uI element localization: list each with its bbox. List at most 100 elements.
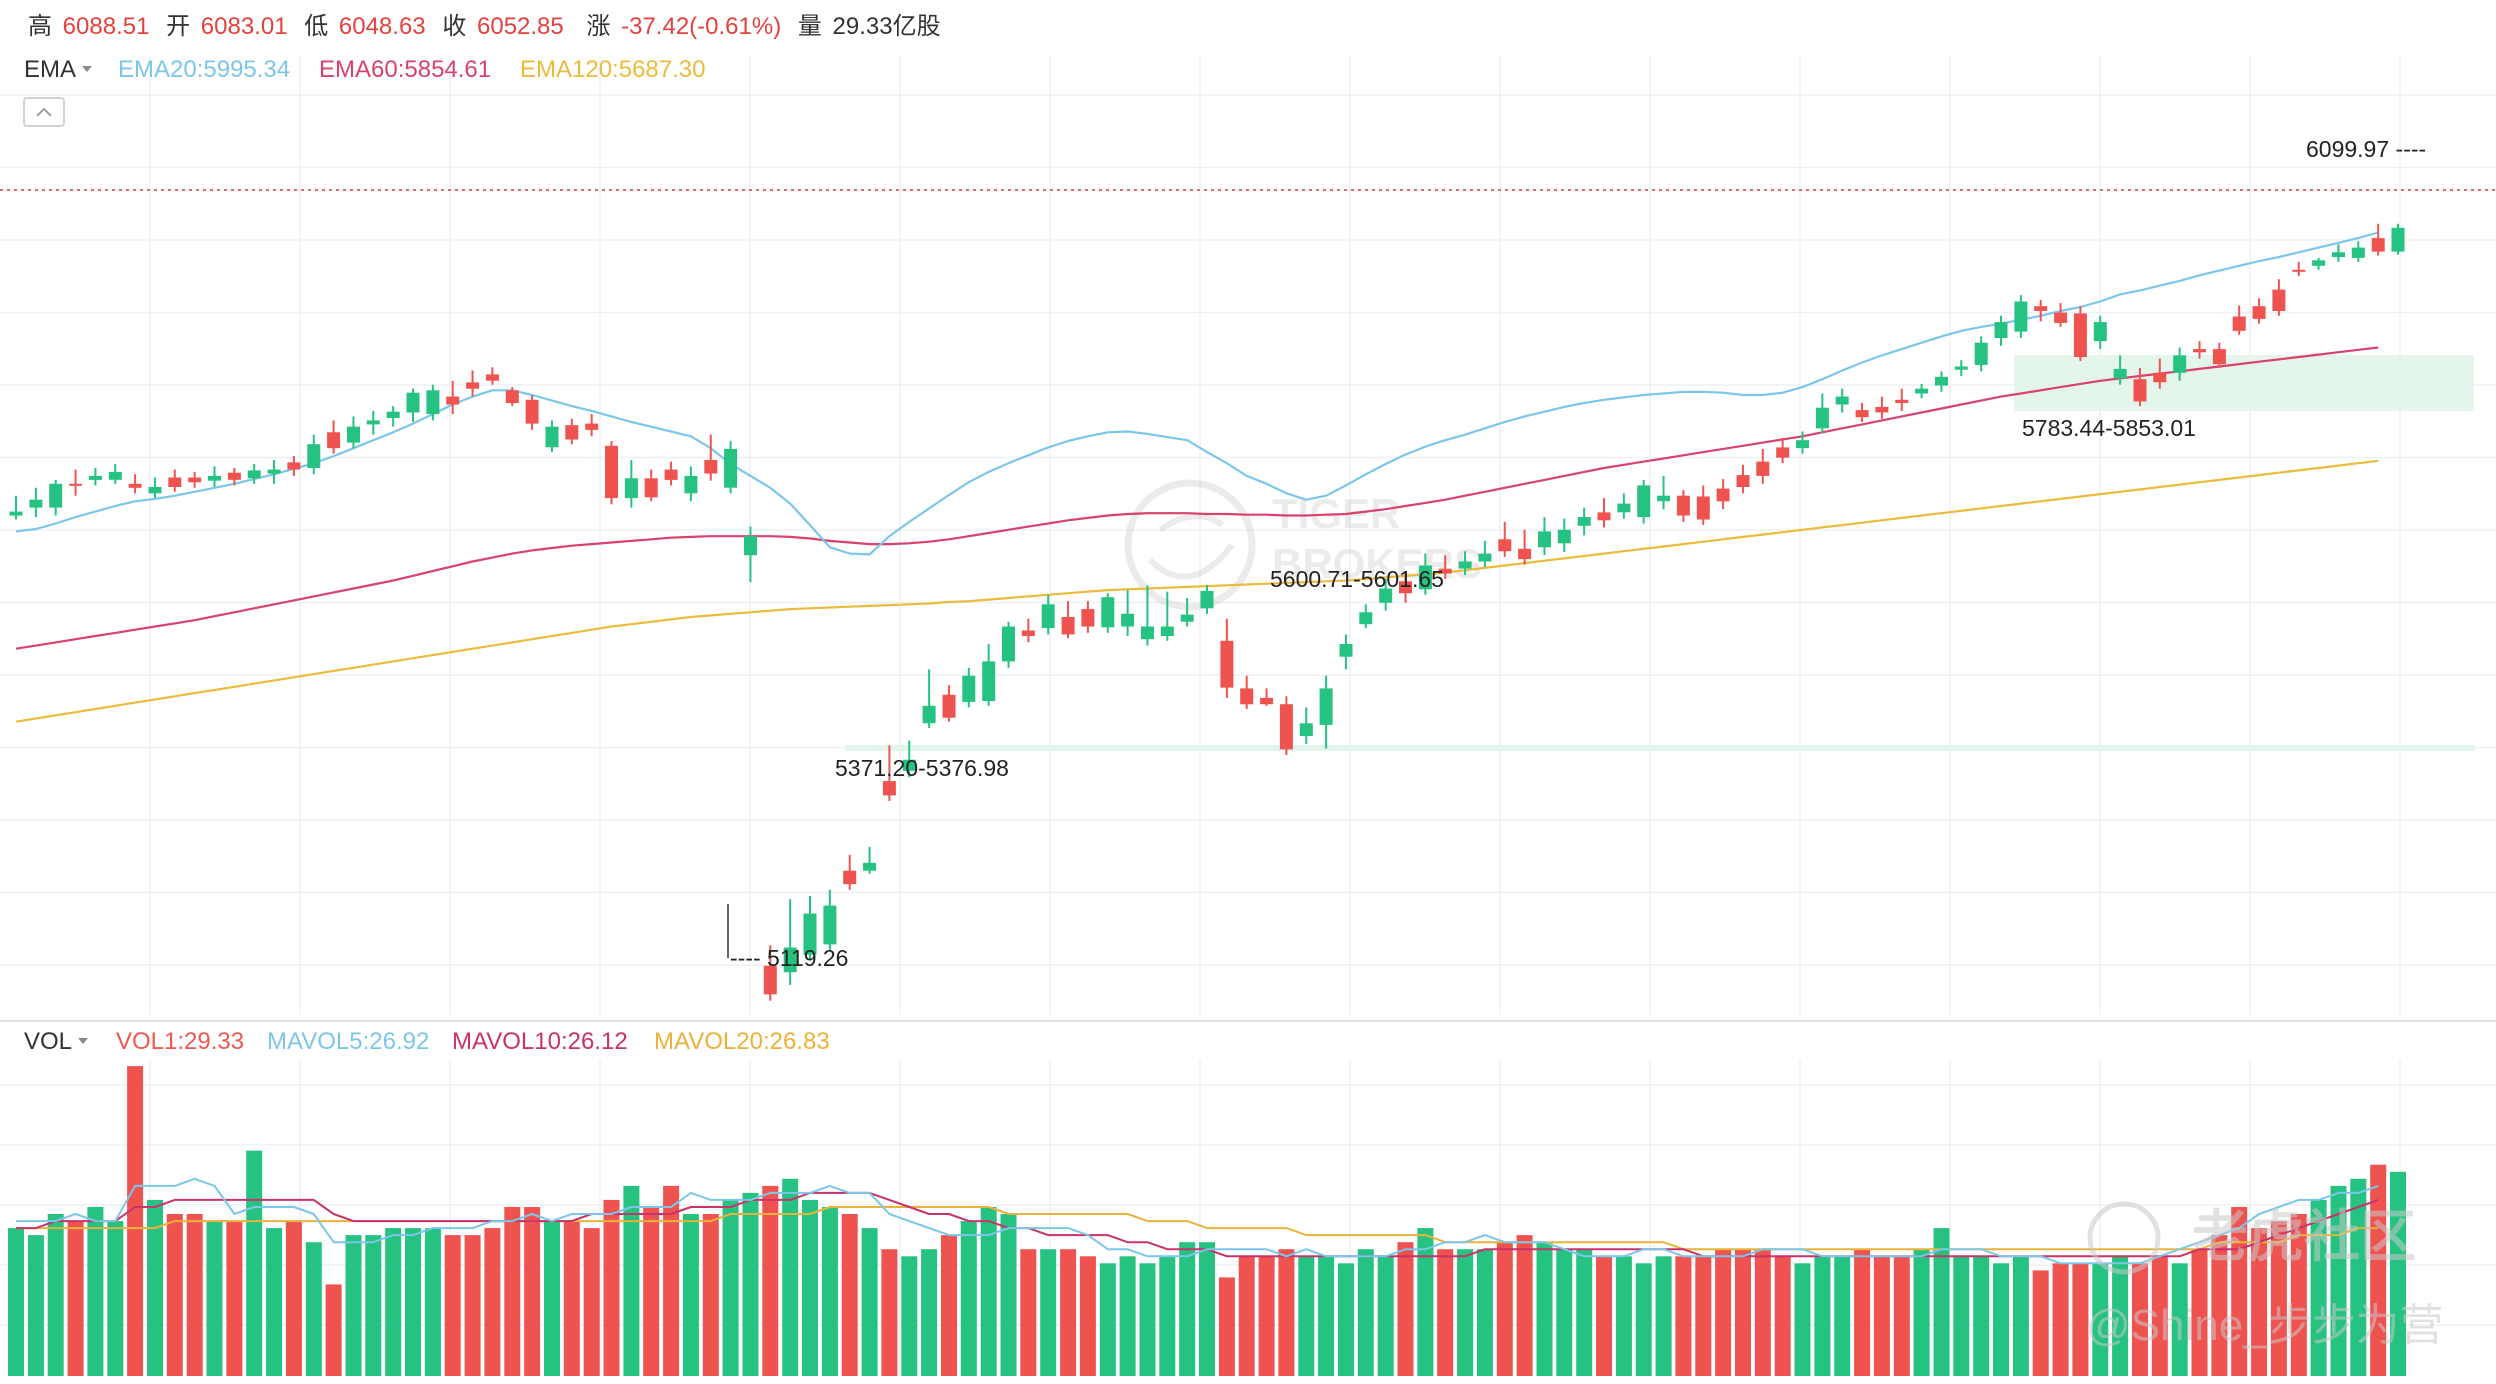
candle	[386, 406, 400, 427]
candle	[227, 467, 241, 486]
candle-body	[2371, 238, 2385, 252]
volume-bar	[1854, 1249, 1871, 1376]
volume-bar	[1933, 1228, 1950, 1376]
low-label: 低	[304, 13, 328, 40]
volume-bar	[2310, 1199, 2327, 1376]
volume-bar	[2092, 1263, 2109, 1376]
candle-body	[962, 675, 976, 702]
volume-label: 量	[798, 13, 822, 40]
candle-body	[49, 483, 63, 508]
candle	[1339, 634, 1353, 670]
volume-value: 29.33亿股	[833, 13, 941, 40]
candle-body	[2113, 368, 2127, 379]
volume-bar	[2012, 1256, 2029, 1376]
volume-bar	[1417, 1228, 1434, 1376]
high-label: 高	[28, 13, 52, 40]
gap2-annotation: 5600.71-5601.65	[1270, 566, 1444, 592]
volume-bar	[1794, 1263, 1811, 1376]
candle	[545, 420, 559, 453]
volume-bar	[782, 1178, 799, 1376]
candle-body	[386, 411, 400, 418]
open-label: 开	[166, 13, 190, 40]
volume-bar	[1536, 1242, 1553, 1376]
candle	[1458, 551, 1472, 575]
candle	[1756, 448, 1770, 484]
candle	[1220, 618, 1234, 698]
volume-bar	[1754, 1249, 1771, 1376]
candle-body	[1498, 539, 1512, 552]
chevron-up-icon[interactable]	[36, 107, 52, 117]
candle	[267, 460, 281, 484]
candle-body	[1081, 609, 1095, 627]
candle-body	[29, 499, 43, 508]
volume-bar	[544, 1221, 560, 1376]
candle-body	[704, 460, 718, 474]
candle-body	[1895, 399, 1909, 403]
tiger-stripe-icon	[1147, 513, 1235, 580]
candle	[644, 469, 658, 502]
candle	[208, 466, 221, 487]
candle	[1716, 479, 1730, 510]
candle-body	[108, 471, 122, 480]
volume-bar	[1338, 1263, 1354, 1376]
community-name: 老虎社区	[2192, 1205, 2416, 1268]
volume-bar	[1615, 1256, 1632, 1376]
candle-body	[366, 420, 380, 425]
mavol5-line	[16, 1177, 2379, 1265]
candle-body	[664, 469, 678, 480]
candle-body	[605, 445, 618, 499]
vol-selector[interactable]: VOL	[24, 1028, 72, 1055]
ema-selector[interactable]: EMA	[24, 56, 76, 83]
candle	[1915, 383, 1929, 399]
candle-body	[982, 661, 996, 701]
candle	[426, 384, 440, 421]
candle-body	[1002, 626, 1015, 662]
candle	[2371, 223, 2385, 256]
candle	[108, 464, 122, 484]
candle	[49, 479, 63, 516]
volume-bar	[87, 1207, 104, 1376]
candle	[1696, 485, 1710, 526]
candle-body	[2252, 306, 2266, 319]
volume-bar	[821, 1207, 838, 1376]
candle-body	[1160, 626, 1174, 636]
candle-body	[565, 425, 579, 440]
candle-body	[1359, 612, 1373, 625]
candle-body	[485, 374, 499, 381]
gap1-annotation: 5371.20-5376.98	[835, 755, 1009, 781]
volume-bar	[266, 1228, 283, 1376]
candle-body	[1835, 396, 1849, 405]
candle-body	[1676, 495, 1690, 516]
candle-body	[1855, 410, 1869, 418]
candle	[982, 643, 996, 706]
candle	[2153, 358, 2167, 389]
candle-body	[2292, 269, 2306, 272]
candle	[88, 467, 102, 486]
candle	[2014, 295, 2028, 338]
candle	[1319, 675, 1333, 749]
volume-bar	[1457, 1249, 1474, 1376]
candle-body	[2173, 355, 2187, 373]
candle	[605, 441, 618, 505]
candle-body	[1041, 604, 1055, 629]
volume-bar	[325, 1284, 342, 1376]
candle	[1557, 518, 1571, 553]
candle-body	[1200, 590, 1214, 609]
vol-dropdown-icon[interactable]	[78, 1038, 88, 1044]
close-label: 收	[442, 13, 466, 40]
volume-bar	[1814, 1256, 1831, 1376]
candle	[2193, 341, 2206, 359]
collapse-button[interactable]	[23, 97, 65, 127]
candle	[2332, 244, 2345, 262]
header-ohlc: 高 6088.51 开 6083.01 低 6048.63 收 6052.85 …	[28, 13, 941, 40]
volume-bar	[1953, 1256, 1970, 1376]
candle	[1676, 490, 1690, 522]
candle	[1002, 621, 1015, 668]
candle-body	[69, 483, 83, 486]
price-annotations: ---- 5119.26 6099.97 ---- 5371.20-5376.9…	[727, 136, 2426, 971]
ema120-line	[15, 459, 2379, 723]
volume-bar	[1774, 1256, 1791, 1376]
ema-dropdown-icon[interactable]	[82, 66, 92, 72]
candle	[744, 526, 757, 583]
